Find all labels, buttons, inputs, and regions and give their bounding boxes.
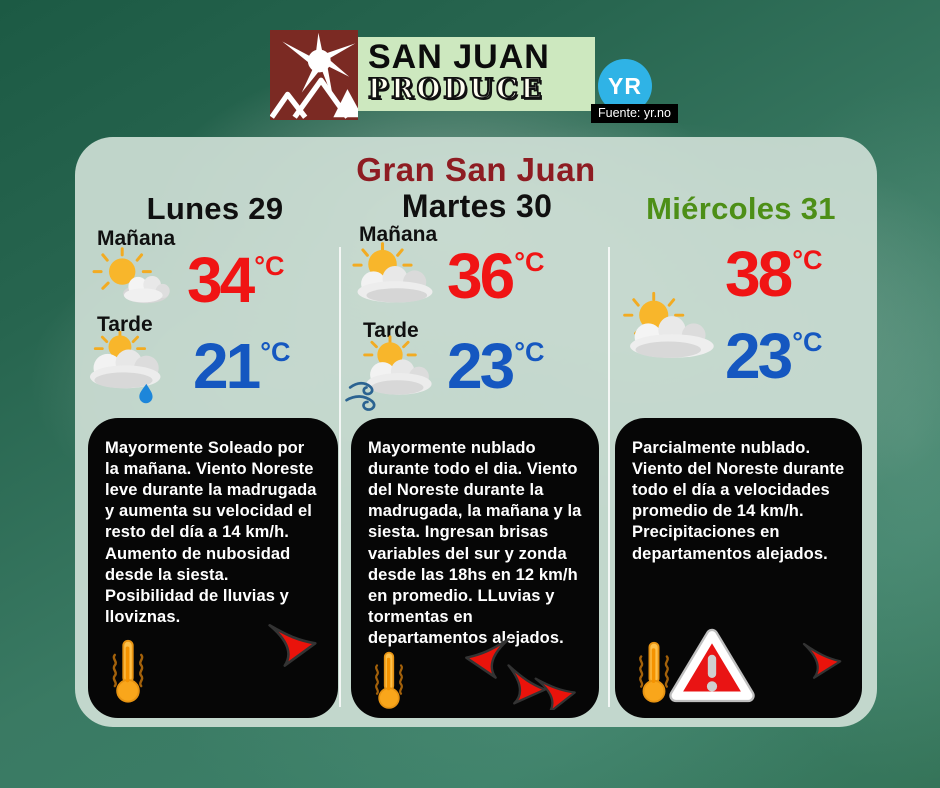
day-1-afternoon-temp: 21 °C xyxy=(193,330,291,402)
day-2-morning-label: Mañana xyxy=(359,223,438,246)
day-3-afternoon-temp: 23 °C xyxy=(725,320,823,392)
day-1-footer-icons xyxy=(106,622,320,704)
windmill-sun-mountains-icon xyxy=(270,31,358,119)
temp-unit: °C xyxy=(514,337,545,367)
sun-behind-cloud-icon xyxy=(352,242,433,303)
temp-value: 21 xyxy=(193,330,261,402)
temp-value: 23 xyxy=(725,320,793,392)
warning-triangle-icon xyxy=(669,628,755,703)
day-2-name: Martes 30 xyxy=(401,188,553,224)
day-2-morning-temp: 36 °C xyxy=(447,240,545,312)
day-2-summary-text: Mayormente nublado durante todo el dia. … xyxy=(368,439,582,647)
day-1-afternoon-label: Tarde xyxy=(97,313,153,336)
temp-unit: °C xyxy=(792,327,823,357)
day-3-footer-icons xyxy=(633,626,844,704)
sun-behind-cloud-icon xyxy=(623,291,714,358)
yr-badge-label: YR xyxy=(608,72,642,99)
temp-unit: °C xyxy=(260,337,291,367)
hot-thermometer-icon xyxy=(112,639,144,703)
day-2-afternoon-label: Tarde xyxy=(363,319,419,342)
logo-title-line2: PRODUCE xyxy=(367,74,545,106)
logo-emblem xyxy=(270,30,358,120)
red-arrow-icon xyxy=(797,642,844,683)
day-1-morning-temp: 34 °C xyxy=(187,244,285,316)
temp-unit: °C xyxy=(254,251,285,281)
day-1-morning-label: Mañana xyxy=(97,227,176,250)
day-2-summary-box: Mayormente nublado durante todo el dia. … xyxy=(351,418,599,718)
day-3-summary-box: Parcialmente nublado. Viento del Noreste… xyxy=(615,418,862,718)
hot-thermometer-icon xyxy=(375,651,403,709)
temp-unit: °C xyxy=(792,245,823,275)
day-1-summary-text: Mayormente Soleado por la mañana. Viento… xyxy=(105,439,317,626)
page-title: Gran San Juan xyxy=(356,151,596,188)
temp-value: 23 xyxy=(447,330,515,402)
temp-unit: °C xyxy=(514,247,545,277)
logo-title-line1: SAN JUAN xyxy=(368,38,550,76)
red-arrow-icon xyxy=(264,623,318,670)
red-arrows-cluster-icon xyxy=(463,638,577,710)
day-3-morning-temp: 38 °C xyxy=(725,238,823,310)
day-3-summary-text: Parcialmente nublado. Viento del Noreste… xyxy=(632,439,845,563)
sun-small-cloud-icon xyxy=(92,247,170,304)
day-2-footer-icons xyxy=(369,632,581,710)
day-1-name: Lunes 29 xyxy=(146,191,284,226)
day-2-afternoon-temp: 23 °C xyxy=(447,330,545,402)
source-label: Fuente: yr.no xyxy=(591,104,678,123)
sun-rain-cloud-drop-icon xyxy=(90,331,161,404)
forecast-card: Gran San Juan Lunes 29 Martes 30 Miércol… xyxy=(75,137,877,727)
logo-title-box: SAN JUAN PRODUCE xyxy=(358,37,595,111)
temp-value: 34 xyxy=(187,244,255,316)
day-3-name: Miércoles 31 xyxy=(646,191,836,226)
day-1-summary-box: Mayormente Soleado por la mañana. Viento… xyxy=(88,418,338,718)
column-divider xyxy=(339,247,341,707)
day-3-alert-group xyxy=(633,626,757,704)
temp-value: 38 xyxy=(725,238,793,310)
column-divider xyxy=(608,247,610,707)
temp-value: 36 xyxy=(447,240,515,312)
sun-cloud-wind-icon xyxy=(345,335,432,411)
